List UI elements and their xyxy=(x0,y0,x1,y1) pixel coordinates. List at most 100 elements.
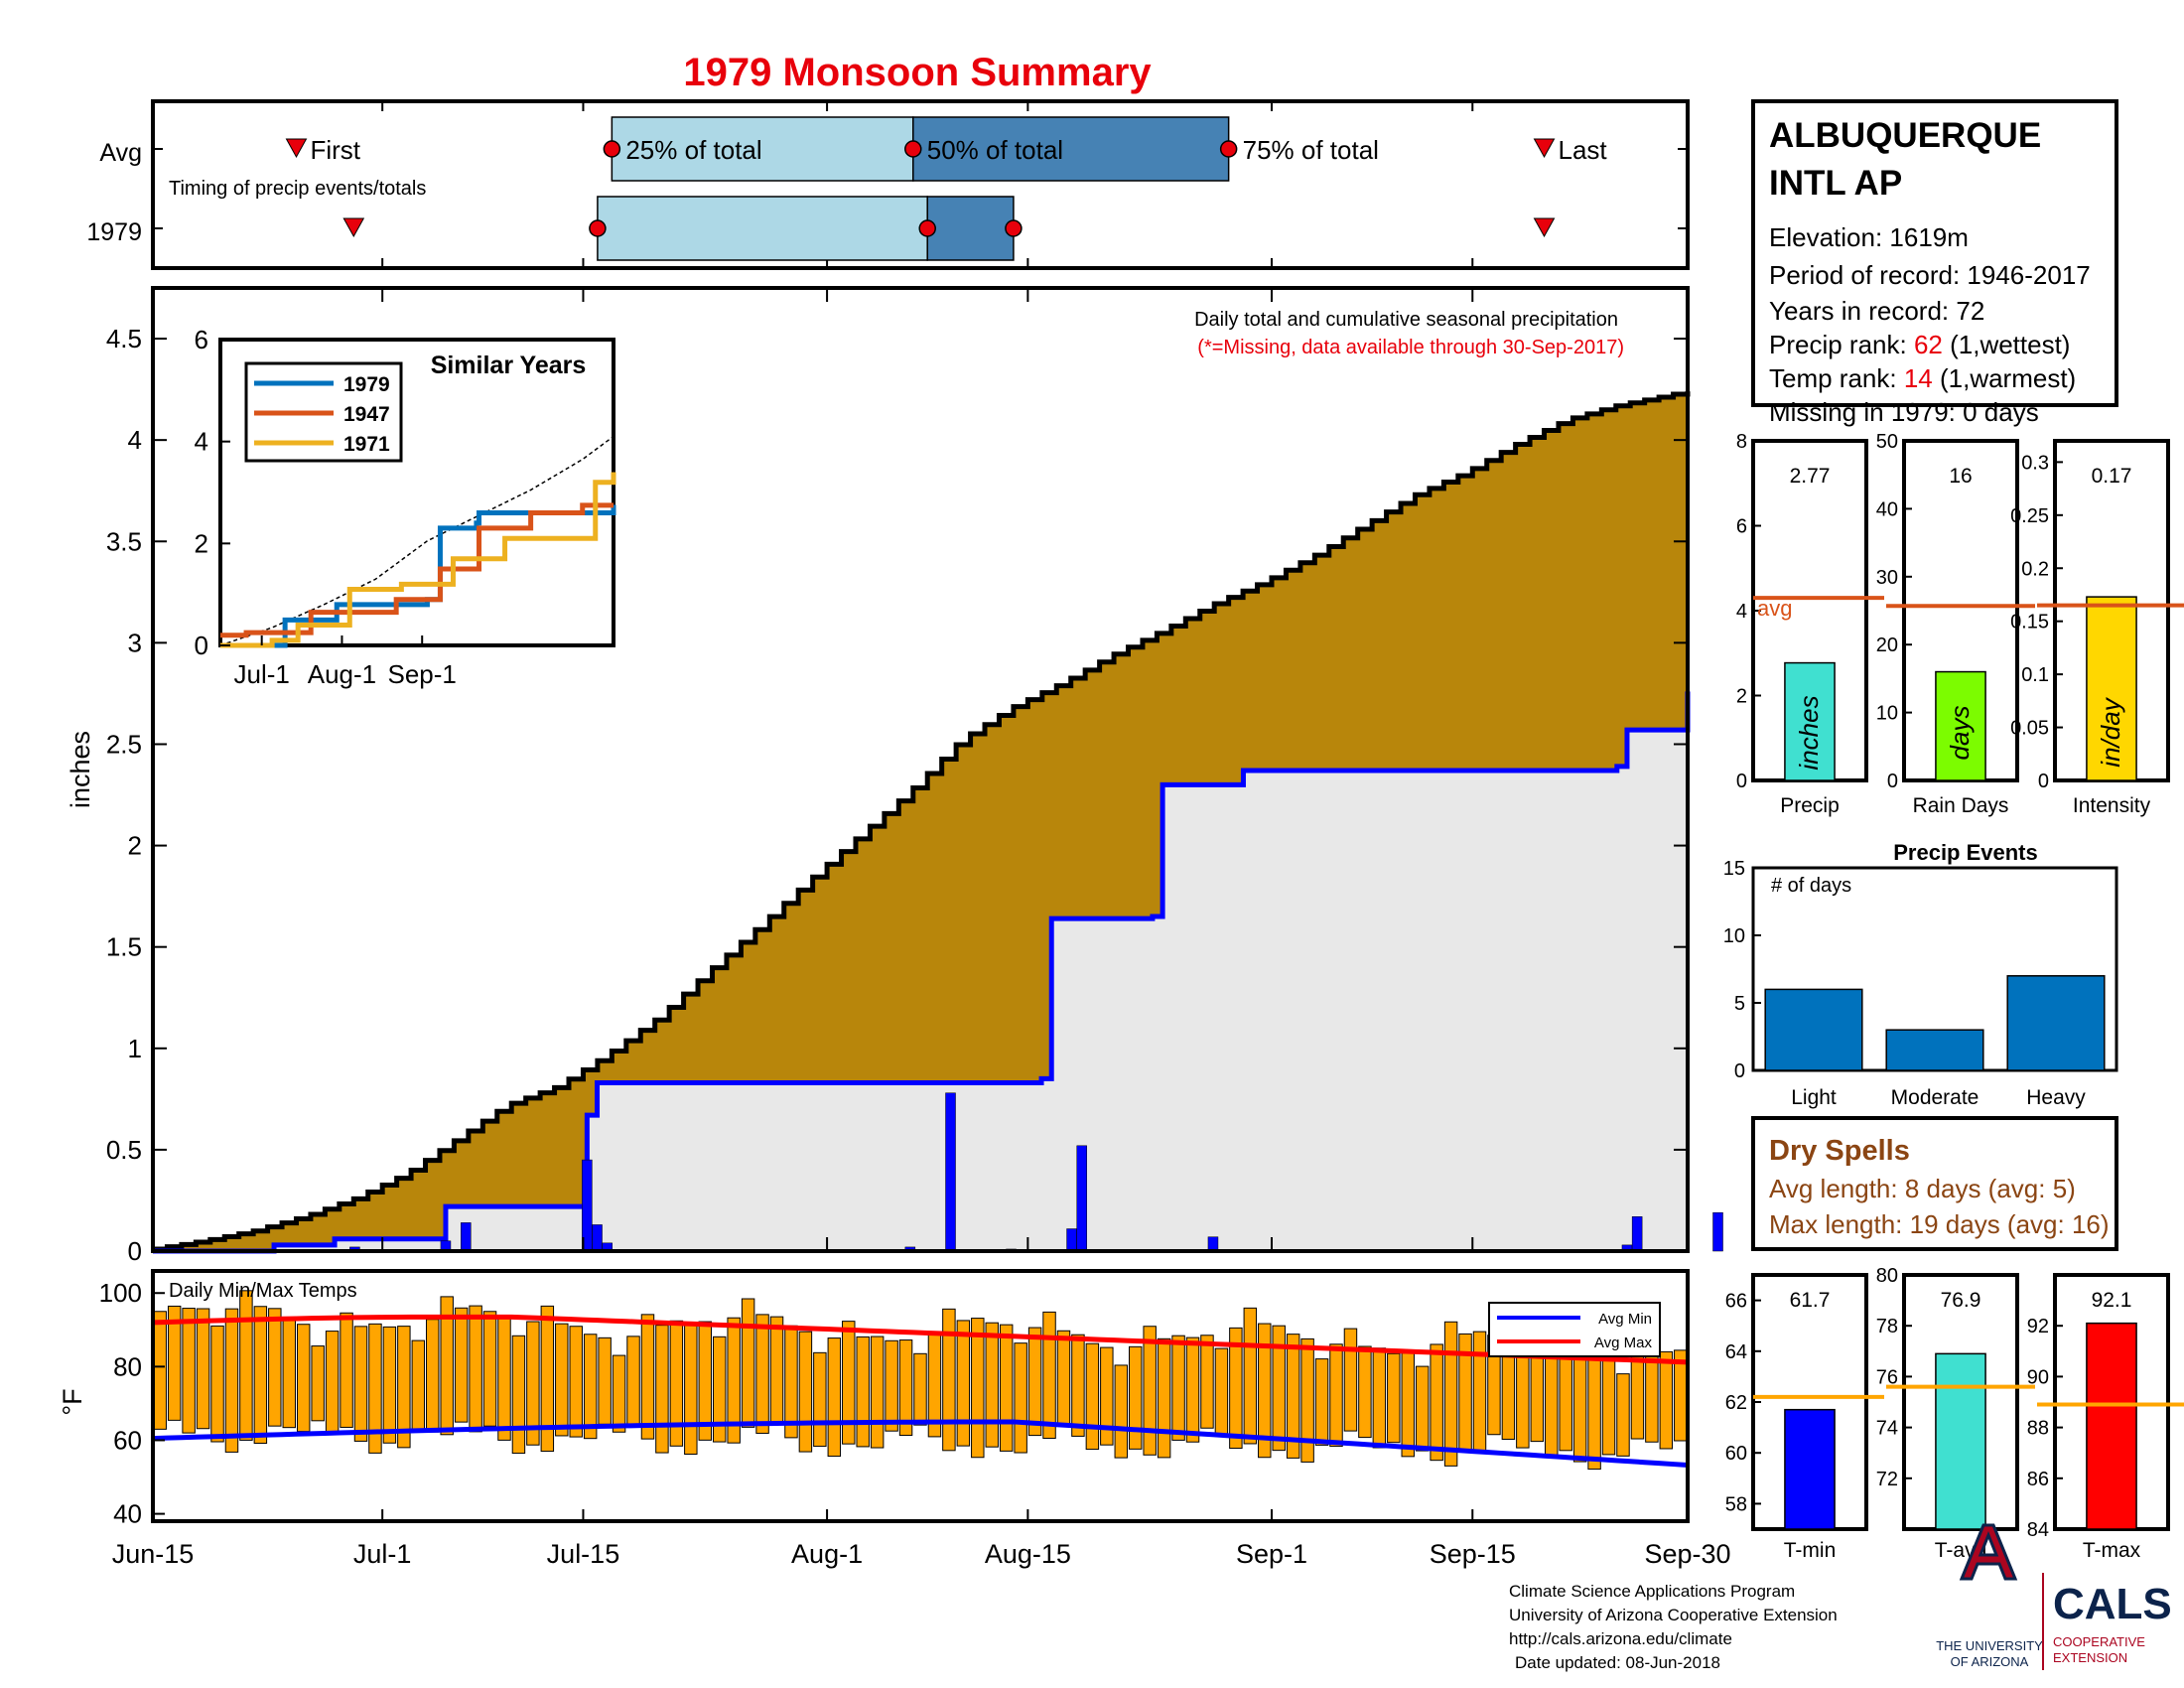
legend-avg-min: Avg Min xyxy=(1598,1311,1652,1328)
daily-temp-bar xyxy=(1659,1350,1674,1450)
temp-stats-value-T-max: 92.1 xyxy=(2092,1289,2132,1312)
station-name-line2: INTL AP xyxy=(1769,164,1902,203)
daily-temp-bar xyxy=(1472,1331,1487,1452)
daily-temp-bar xyxy=(1343,1328,1358,1432)
main-y-tick-label: 4.5 xyxy=(106,324,142,353)
inset-y-tick-label: 6 xyxy=(195,325,208,354)
temp-stats-y-tick-label: 84 xyxy=(2027,1519,2049,1541)
timing-year-box-50-75 xyxy=(926,196,1015,261)
main-y-tick-label: 0 xyxy=(128,1236,142,1266)
daily-temp-bar xyxy=(1085,1342,1100,1451)
daily-precip-bar xyxy=(1712,1211,1723,1252)
stats-bar-Rain Days xyxy=(1935,670,1986,781)
figure-title: 1979 Monsoon Summary xyxy=(683,51,1152,94)
similar-years-title: Similar Years xyxy=(431,352,587,379)
station-years: Years in record: 72 xyxy=(1769,296,1984,326)
timing-label-25: 25% of total xyxy=(625,135,761,165)
footer-line4: Date updated: 08-Jun-2018 xyxy=(1515,1653,1720,1672)
daily-precip-bar xyxy=(1207,1236,1219,1252)
stats-y-tick-label: 50 xyxy=(1876,431,1898,453)
station-temp-rank: Temp rank: 14 (1,warmest) xyxy=(1769,363,2076,393)
stats-unit-Intensity: in/day xyxy=(2096,696,2125,767)
precip-events-title: Precip Events xyxy=(1893,840,2038,865)
daily-temp-bar xyxy=(1056,1330,1071,1427)
daily-temp-bar xyxy=(640,1314,655,1440)
daily-temp-bar xyxy=(397,1326,411,1449)
daily-temp-bar xyxy=(684,1322,698,1455)
daily-temp-bar xyxy=(1258,1323,1272,1459)
year-cumulative-line xyxy=(153,691,1691,1254)
daily-temp-bar xyxy=(1401,1352,1415,1458)
main-y-tick-label: 1 xyxy=(128,1034,142,1063)
temps-y-axis-label: °F xyxy=(58,1388,87,1415)
temp-stats-y-tick-label: 72 xyxy=(1876,1469,1898,1490)
stats-y-tick-label: 8 xyxy=(1736,431,1747,453)
stats-y-tick-label: 0.15 xyxy=(2010,612,2049,633)
temps-legend xyxy=(1488,1302,1661,1357)
temp-stats-bar-T-max xyxy=(2086,1322,2137,1530)
temp-stats-y-tick-label: 86 xyxy=(2027,1469,2049,1490)
precip-event-bar-light xyxy=(1764,988,1863,1071)
footer: Climate Science Applications Program Uni… xyxy=(1509,1523,2172,1672)
main-y-tick-label: 1.5 xyxy=(106,932,142,962)
temps-panel: 40 60 80 100 Daily Min/Max Temps °F Avg Min… xyxy=(58,1269,1690,1529)
stats-label-Rain Days: Rain Days xyxy=(1913,794,2009,817)
timing-year-marker xyxy=(589,219,607,237)
daily-temp-bar xyxy=(598,1336,612,1425)
stats-y-tick-label: 0.25 xyxy=(2010,505,2049,527)
daily-temp-bar xyxy=(1143,1326,1157,1456)
main-y-tick-label: 0.5 xyxy=(106,1135,142,1165)
inset-x-tick-label: Jul-1 xyxy=(234,659,290,689)
daily-temp-bar xyxy=(727,1317,741,1444)
cals-logo-ext: EXTENSION xyxy=(2053,1650,2127,1665)
daily-temp-bar xyxy=(827,1337,842,1458)
daily-temp-bar xyxy=(885,1339,898,1432)
events-y-tick-label: 15 xyxy=(1723,858,1745,880)
temps-y-tick-label: 80 xyxy=(113,1351,142,1381)
temps-y-tick-label: 40 xyxy=(113,1499,142,1529)
timing-avg-marker xyxy=(603,140,621,158)
daily-temp-bar xyxy=(239,1290,253,1441)
temps-y-tick-label: 60 xyxy=(113,1425,142,1455)
daily-temp-bar xyxy=(1372,1347,1387,1449)
daily-temp-bar xyxy=(440,1296,454,1436)
stats-y-tick-label: 4 xyxy=(1736,601,1747,623)
timing-avg-marker xyxy=(1219,140,1238,158)
x-tick-label: Aug-1 xyxy=(791,1539,863,1569)
daily-temp-bar xyxy=(1200,1335,1214,1429)
legend-avg-max: Avg Max xyxy=(1594,1335,1653,1351)
x-tick-label: Sep-1 xyxy=(1236,1539,1307,1569)
similar-years-inset: 0 2 4 6 Jul-1 Aug-1 Sep-1 1979 1947 1971 Similar … xyxy=(195,325,616,689)
daily-precip-bar xyxy=(592,1224,603,1252)
timing-year-first-triangle xyxy=(342,217,365,238)
dry-spells-avg: Avg length: 8 days (avg: 5) xyxy=(1769,1174,2076,1203)
daily-temp-bar xyxy=(210,1325,224,1443)
similar-avg-dotted-line xyxy=(219,435,614,646)
main-y-tick-label: 3 xyxy=(128,628,142,657)
inset-y-tick-label: 4 xyxy=(195,427,208,457)
daily-temp-bar xyxy=(340,1312,353,1428)
daily-precip-bar xyxy=(1066,1228,1077,1252)
temp-stats-y-tick-label: 64 xyxy=(1725,1341,1747,1363)
stats-label-Precip: Precip xyxy=(1780,794,1840,817)
daily-temp-bar xyxy=(353,1326,368,1442)
precip-event-label-heavy: Heavy xyxy=(2026,1086,2086,1109)
timing-avg-first-triangle xyxy=(285,138,308,159)
precip-event-bar-heavy xyxy=(2006,975,2106,1071)
daily-temp-bar xyxy=(1114,1364,1129,1459)
timing-year-last-triangle xyxy=(1533,217,1556,238)
dry-spells-box: Dry Spells Avg length: 8 days (avg: 5) M… xyxy=(1751,1116,2118,1251)
daily-temp-bar xyxy=(540,1305,555,1453)
events-y-tick-label: 0 xyxy=(1734,1060,1745,1082)
timing-avg-marker xyxy=(904,140,922,158)
legend-label-1947: 1947 xyxy=(343,403,390,426)
daily-temp-bar xyxy=(282,1317,296,1429)
temp-stats-y-tick-label: 90 xyxy=(2027,1366,2049,1388)
daily-temp-bar xyxy=(698,1321,712,1441)
stats-bar-Precip xyxy=(1784,661,1836,781)
daily-temp-bar xyxy=(526,1321,540,1446)
stats-y-tick-label: 0.1 xyxy=(2021,664,2049,686)
temps-y-tick-label: 100 xyxy=(99,1278,142,1308)
daily-temp-bar xyxy=(1443,1321,1458,1467)
